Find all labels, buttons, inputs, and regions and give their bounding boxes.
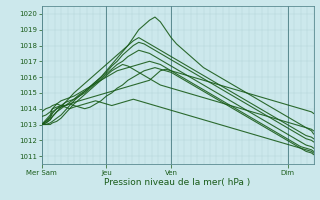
X-axis label: Pression niveau de la mer( hPa ): Pression niveau de la mer( hPa ) — [104, 178, 251, 187]
